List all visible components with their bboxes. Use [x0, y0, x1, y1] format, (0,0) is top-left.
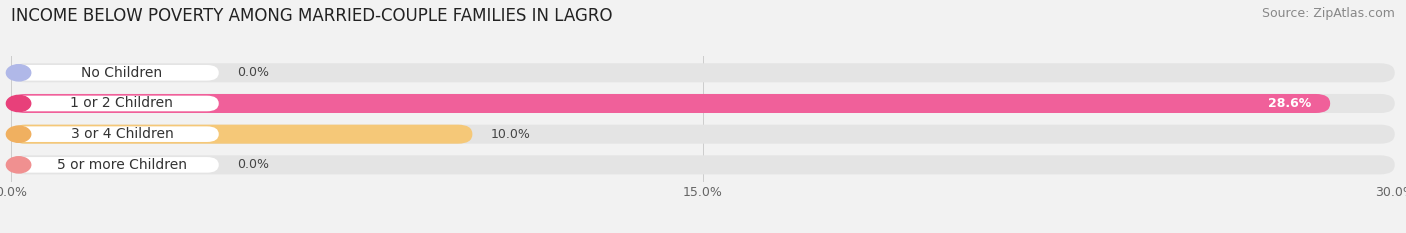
- FancyBboxPatch shape: [11, 125, 472, 144]
- Text: INCOME BELOW POVERTY AMONG MARRIED-COUPLE FAMILIES IN LAGRO: INCOME BELOW POVERTY AMONG MARRIED-COUPL…: [11, 7, 613, 25]
- Circle shape: [7, 95, 31, 112]
- FancyBboxPatch shape: [11, 126, 219, 142]
- Text: 0.0%: 0.0%: [238, 66, 269, 79]
- Text: 28.6%: 28.6%: [1268, 97, 1312, 110]
- FancyBboxPatch shape: [11, 65, 219, 81]
- FancyBboxPatch shape: [11, 125, 1395, 144]
- FancyBboxPatch shape: [11, 96, 219, 111]
- Text: 1 or 2 Children: 1 or 2 Children: [70, 96, 173, 110]
- FancyBboxPatch shape: [11, 94, 1395, 113]
- Text: No Children: No Children: [82, 66, 163, 80]
- FancyBboxPatch shape: [11, 155, 1395, 174]
- FancyBboxPatch shape: [11, 157, 219, 173]
- Text: 10.0%: 10.0%: [491, 128, 530, 141]
- Circle shape: [7, 126, 31, 142]
- Text: 3 or 4 Children: 3 or 4 Children: [70, 127, 173, 141]
- Circle shape: [7, 65, 31, 81]
- Text: 0.0%: 0.0%: [238, 158, 269, 171]
- FancyBboxPatch shape: [11, 63, 1395, 82]
- FancyBboxPatch shape: [11, 94, 1330, 113]
- Circle shape: [7, 157, 31, 173]
- Text: 5 or more Children: 5 or more Children: [56, 158, 187, 172]
- Text: Source: ZipAtlas.com: Source: ZipAtlas.com: [1261, 7, 1395, 20]
